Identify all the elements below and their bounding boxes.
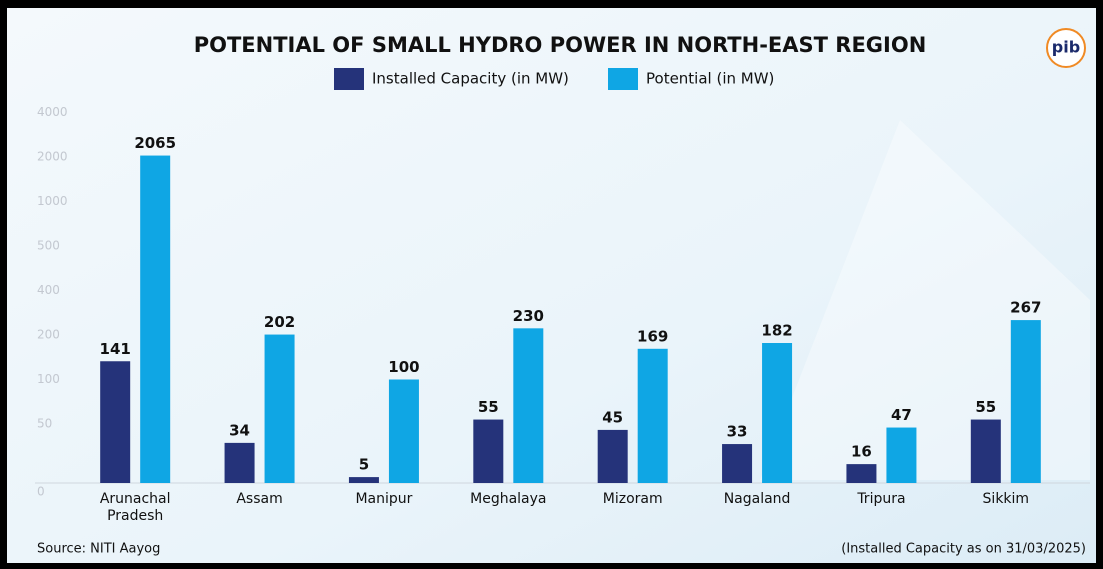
value-label: 100 [388,358,419,376]
note: (Installed Capacity as on 31/03/2025) [841,542,1086,557]
legend-label: Potential (in MW) [646,70,774,88]
bar [597,429,628,483]
value-label: 141 [100,340,131,358]
value-label: 47 [891,406,912,424]
value-label: 5 [359,456,369,474]
y-tick-label: 4000 [37,105,68,119]
legend-label: Installed Capacity (in MW) [372,70,569,88]
y-tick-label: 200 [37,328,60,342]
logo-text: pib [1052,38,1080,57]
bar [762,343,793,483]
bar [846,464,877,483]
bar [473,419,504,483]
logo [1046,28,1086,68]
value-label: 45 [602,408,623,426]
bar [388,379,419,483]
chart-title: POTENTIAL OF SMALL HYDRO POWER IN NORTH-… [194,33,927,57]
value-label: 55 [478,398,499,416]
x-tick-label: Manipur [355,491,413,507]
bar [513,328,544,483]
x-tick-label: Nagaland [723,491,791,507]
value-label: 182 [761,322,792,340]
bar [722,444,753,483]
source: Source: NITI Aayog [37,542,160,557]
value-label: 2065 [134,134,176,152]
value-label: 202 [264,313,295,331]
y-tick-label: 500 [37,239,60,253]
value-label: 34 [229,421,250,439]
decoration [760,120,1090,480]
bar [637,348,668,483]
x-tick-label: Sikkim [982,491,1030,507]
y-tick-label: 50 [37,417,52,431]
value-label: 33 [727,423,748,441]
bar [100,361,131,483]
y-tick-label: 100 [37,372,60,386]
value-label: 169 [637,327,668,345]
value-label: 230 [513,307,544,325]
bar [348,477,379,483]
legend-swatch [608,68,638,90]
value-label: 55 [975,398,996,416]
y-tick-label: 1000 [37,194,68,208]
bar [886,427,917,483]
y-tick-label: 2000 [37,150,68,164]
bar [970,419,1001,483]
x-tick-label: Meghalaya [470,491,547,507]
x-tick-label: Mizoram [602,491,663,507]
bar [1010,320,1041,483]
x-tick-label: Tripura [857,491,906,507]
legend-swatch [334,68,364,90]
y-tick-label: 0 [37,485,45,499]
bar [224,442,255,483]
bar [140,155,171,483]
y-tick-label: 400 [37,283,60,297]
value-label: 267 [1010,299,1041,317]
x-tick-label: Assam [236,491,283,507]
x-tick-label: Arunachal Pradesh [99,491,171,524]
value-label: 16 [851,443,872,461]
bar [264,334,295,483]
